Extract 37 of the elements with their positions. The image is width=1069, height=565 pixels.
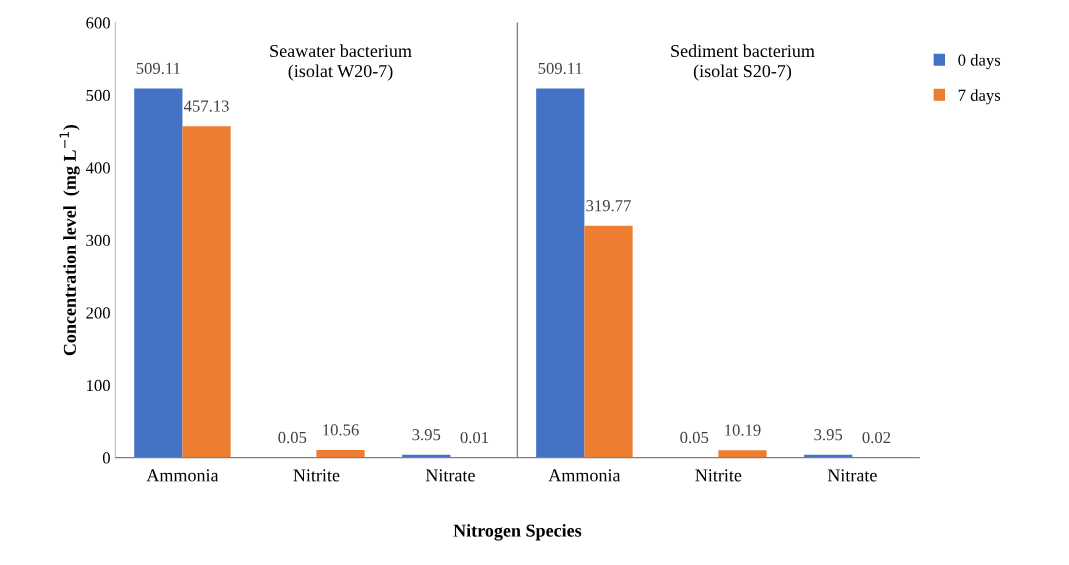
x-tick-label: Nitrate — [827, 469, 877, 482]
y-tick-label: 100 — [87, 379, 110, 392]
y-axis-title: Concentration level (mg L$^{−1}$) — [59, 125, 80, 356]
data-label: 0.02 — [862, 431, 891, 444]
x-axis-title: Nitrogen Species — [453, 524, 582, 541]
x-tick-label: Ammonia — [146, 469, 219, 482]
data-label: 10.56 — [323, 424, 359, 436]
y-tick-label: 600 — [86, 17, 110, 29]
data-label: 457.13 — [183, 100, 229, 112]
x-tick-label: Ammonia — [548, 469, 621, 482]
data-label: 3.95 — [412, 429, 441, 441]
data-label: 0.01 — [460, 431, 489, 444]
legend-label: 7 days — [958, 89, 1001, 105]
x-tick-label: Nitrite — [293, 469, 340, 482]
bar — [718, 450, 767, 458]
annotation: Seawater bacterium (isolat W20-7) — [270, 44, 412, 81]
data-label: 0.05 — [680, 431, 709, 444]
y-tick-label: 400 — [85, 162, 110, 174]
y-tick-label: 300 — [86, 234, 110, 247]
y-tick-label: 0 — [102, 452, 110, 464]
bar — [182, 126, 231, 458]
bar — [584, 225, 633, 458]
x-tick-label: Nitrate — [425, 469, 475, 482]
x-tick-label: Nitrite — [695, 469, 742, 482]
bar — [536, 88, 585, 458]
annotation: Sediment bacterium (isolat S20-7) — [671, 44, 815, 81]
data-label: 509.11 — [538, 62, 582, 75]
data-label: 3.95 — [814, 429, 843, 441]
legend-label: 0 days — [958, 54, 1001, 70]
bar — [134, 88, 183, 458]
data-label: 0.05 — [278, 431, 307, 444]
y-tick-label: 200 — [86, 307, 110, 319]
data-label: 10.19 — [725, 424, 761, 436]
bar — [316, 449, 365, 458]
data-label: 319.77 — [586, 200, 631, 212]
data-label: 509.11 — [136, 62, 180, 75]
y-tick-label: 500 — [86, 89, 110, 102]
